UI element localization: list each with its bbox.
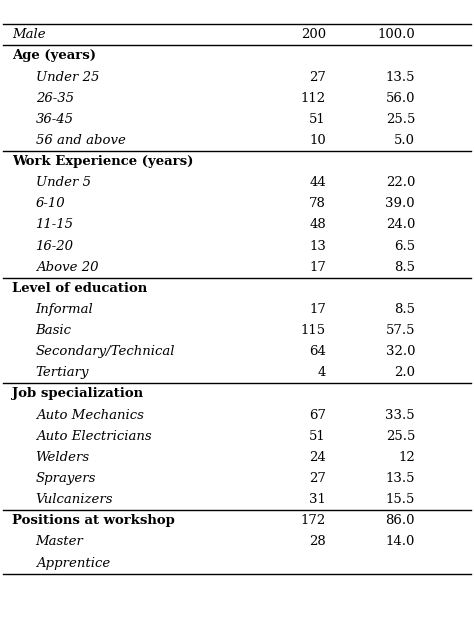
Text: 28: 28 bbox=[309, 535, 326, 548]
Text: Under 25: Under 25 bbox=[36, 70, 99, 83]
Text: 27: 27 bbox=[309, 70, 326, 83]
Text: 27: 27 bbox=[309, 472, 326, 485]
Text: 17: 17 bbox=[309, 303, 326, 316]
Text: Basic: Basic bbox=[36, 324, 72, 337]
Text: 33.5: 33.5 bbox=[385, 408, 415, 421]
Text: 13: 13 bbox=[309, 240, 326, 253]
Text: 13.5: 13.5 bbox=[385, 70, 415, 83]
Text: 25.5: 25.5 bbox=[386, 113, 415, 126]
Text: 78: 78 bbox=[309, 197, 326, 210]
Text: 15.5: 15.5 bbox=[386, 493, 415, 506]
Text: Informal: Informal bbox=[36, 303, 93, 316]
Text: 6-10: 6-10 bbox=[36, 197, 65, 210]
Text: 2.0: 2.0 bbox=[394, 366, 415, 379]
Text: 57.5: 57.5 bbox=[385, 324, 415, 337]
Text: 12: 12 bbox=[398, 451, 415, 464]
Text: 36-45: 36-45 bbox=[36, 113, 73, 126]
Text: 22.0: 22.0 bbox=[386, 176, 415, 189]
Text: Above 20: Above 20 bbox=[36, 261, 98, 274]
Text: Welders: Welders bbox=[36, 451, 90, 464]
Text: Age (years): Age (years) bbox=[12, 49, 96, 62]
Text: Secondary/Technical: Secondary/Technical bbox=[36, 345, 175, 358]
Text: 8.5: 8.5 bbox=[394, 303, 415, 316]
Text: Auto Mechanics: Auto Mechanics bbox=[36, 408, 144, 421]
Text: 4: 4 bbox=[318, 366, 326, 379]
Text: Tertiary: Tertiary bbox=[36, 366, 89, 379]
Text: 14.0: 14.0 bbox=[386, 535, 415, 548]
Text: Male: Male bbox=[12, 28, 46, 41]
Text: 10: 10 bbox=[309, 134, 326, 147]
Text: 51: 51 bbox=[309, 113, 326, 126]
Text: 16-20: 16-20 bbox=[36, 240, 73, 253]
Text: 25.5: 25.5 bbox=[386, 430, 415, 442]
Text: Apprentice: Apprentice bbox=[36, 557, 110, 570]
Text: 44: 44 bbox=[309, 176, 326, 189]
Text: 13.5: 13.5 bbox=[385, 472, 415, 485]
Text: 17: 17 bbox=[309, 261, 326, 274]
Text: 115: 115 bbox=[301, 324, 326, 337]
Text: 67: 67 bbox=[309, 408, 326, 421]
Text: Under 5: Under 5 bbox=[36, 176, 91, 189]
Text: 11-15: 11-15 bbox=[36, 218, 73, 232]
Text: 31: 31 bbox=[309, 493, 326, 506]
Text: 6.5: 6.5 bbox=[394, 240, 415, 253]
Text: Positions at workshop: Positions at workshop bbox=[12, 514, 175, 527]
Text: 24: 24 bbox=[309, 451, 326, 464]
Text: 112: 112 bbox=[301, 91, 326, 104]
Text: Master: Master bbox=[36, 535, 83, 548]
Text: 86.0: 86.0 bbox=[385, 514, 415, 527]
Text: 24.0: 24.0 bbox=[386, 218, 415, 232]
Text: 5.0: 5.0 bbox=[394, 134, 415, 147]
Text: Vulcanizers: Vulcanizers bbox=[36, 493, 113, 506]
Text: 172: 172 bbox=[301, 514, 326, 527]
Text: Level of education: Level of education bbox=[12, 282, 147, 295]
Text: Work Experience (years): Work Experience (years) bbox=[12, 155, 193, 168]
Text: 39.0: 39.0 bbox=[385, 197, 415, 210]
Text: 51: 51 bbox=[309, 430, 326, 442]
Text: 26-35: 26-35 bbox=[36, 91, 73, 104]
Text: Auto Electricians: Auto Electricians bbox=[36, 430, 151, 442]
Text: 48: 48 bbox=[309, 218, 326, 232]
Text: 32.0: 32.0 bbox=[385, 345, 415, 358]
Text: 64: 64 bbox=[309, 345, 326, 358]
Text: 8.5: 8.5 bbox=[394, 261, 415, 274]
Text: 56 and above: 56 and above bbox=[36, 134, 126, 147]
Text: 200: 200 bbox=[301, 28, 326, 41]
Text: 56.0: 56.0 bbox=[385, 91, 415, 104]
Text: Sprayers: Sprayers bbox=[36, 472, 96, 485]
Text: 100.0: 100.0 bbox=[377, 28, 415, 41]
Text: Job specialization: Job specialization bbox=[12, 387, 143, 400]
